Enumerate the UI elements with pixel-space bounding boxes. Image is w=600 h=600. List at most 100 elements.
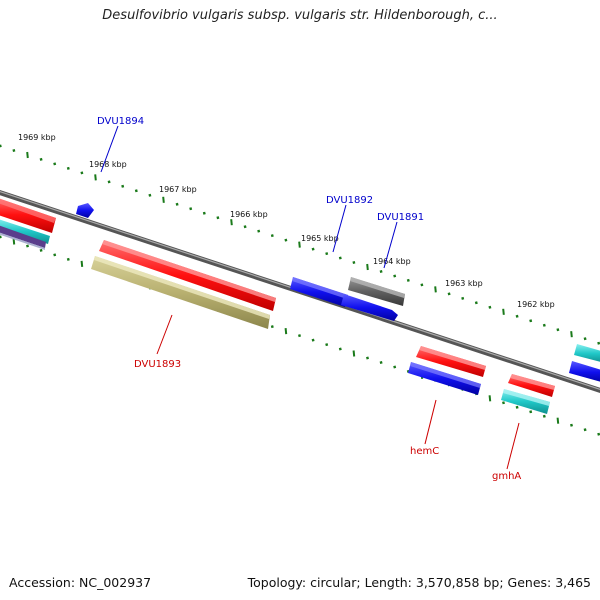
minor-tick	[284, 238, 288, 242]
major-tick	[434, 286, 437, 293]
minor-tick	[121, 184, 125, 188]
minor-tick	[66, 257, 70, 261]
minor-tick	[216, 216, 220, 220]
major-tick	[502, 308, 505, 315]
minor-tick	[461, 296, 465, 300]
genome-summary-label: Topology: circular; Length: 3,570,858 bp…	[247, 575, 591, 590]
minor-tick	[597, 432, 600, 436]
minor-tick	[338, 347, 342, 351]
accession-label: Accession: NC_002937	[9, 575, 152, 590]
minor-tick	[529, 410, 533, 414]
minor-tick	[26, 244, 29, 248]
kbp-label-1968: 1968 kbp	[89, 160, 127, 169]
gene-blue-right[interactable]	[569, 361, 600, 383]
minor-tick	[243, 225, 247, 229]
gene-red-1893[interactable]	[99, 240, 276, 311]
kbp-label-1962: 1962 kbp	[517, 300, 555, 309]
gene-cyan-left[interactable]	[0, 218, 50, 244]
minor-tick	[529, 319, 533, 323]
major-tick	[80, 260, 84, 267]
kbp-label-1966: 1966 kbp	[230, 210, 268, 219]
minor-tick	[189, 207, 193, 211]
minor-tick	[556, 328, 560, 332]
minor-tick	[352, 261, 356, 264]
minor-tick	[270, 234, 274, 238]
major-tick	[284, 328, 288, 335]
gene-label-dvu1893[interactable]: DVU1893	[134, 359, 181, 370]
minor-tick	[12, 149, 16, 152]
major-tick	[298, 241, 301, 248]
minor-tick	[597, 341, 600, 345]
label-leader-lines	[100, 125, 520, 470]
minor-tick	[39, 248, 43, 252]
minor-tick	[393, 274, 397, 278]
minor-tick	[583, 337, 587, 341]
gene-red-hemc[interactable]	[416, 346, 486, 377]
gene-features	[0, 197, 600, 414]
gene-hemc[interactable]	[408, 362, 481, 395]
minor-tick	[393, 365, 397, 369]
gene-label-dvu1894[interactable]: DVU1894	[97, 116, 144, 127]
gene-label-gmha[interactable]: gmhA	[492, 471, 521, 482]
minor-tick	[325, 343, 329, 347]
gene-red-left[interactable]	[0, 197, 56, 233]
minor-tick	[474, 301, 478, 305]
map-title: Desulfovibrio vulgaris subsp. vulgaris s…	[102, 8, 498, 23]
minor-tick	[366, 356, 369, 360]
gene-label-dvu1891[interactable]: DVU1891	[377, 212, 424, 223]
minor-tick	[420, 283, 424, 287]
kbp-label-group: 1969 kbp 1968 kbp 1967 kbp 1966 kbp 1965…	[18, 133, 555, 309]
minor-tick	[311, 247, 315, 251]
major-tick	[162, 196, 165, 203]
minor-tick	[338, 256, 342, 260]
gene-label-hemc[interactable]: hemC	[410, 446, 439, 457]
minor-tick	[53, 162, 57, 166]
major-tick	[366, 263, 369, 271]
kbp-label-1964: 1964 kbp	[373, 257, 411, 266]
major-tick	[570, 331, 573, 338]
kbp-label-1965: 1965 kbp	[301, 234, 339, 243]
minor-tick	[379, 270, 383, 273]
gene-dvu1891[interactable]	[348, 277, 405, 306]
major-tick	[556, 417, 560, 424]
major-tick	[94, 174, 97, 181]
minor-tick	[515, 314, 519, 318]
gene-red-gmha[interactable]	[508, 374, 555, 397]
kbp-label-1963: 1963 kbp	[445, 279, 483, 288]
minor-tick	[53, 253, 57, 257]
gene-cyan-right[interactable]	[574, 344, 600, 363]
minor-tick	[148, 193, 152, 197]
minor-tick	[257, 229, 261, 233]
minor-tick	[66, 166, 70, 170]
minor-tick	[270, 325, 274, 329]
gene-dvu1892[interactable]	[290, 277, 348, 307]
minor-tick	[502, 401, 505, 405]
gene-blue-1891b[interactable]	[341, 294, 398, 321]
minor-tick	[406, 278, 410, 282]
minor-tick	[298, 334, 301, 338]
minor-tick	[542, 323, 546, 327]
major-tick	[352, 350, 356, 357]
minor-tick	[80, 171, 84, 175]
gene-dvu1893[interactable]	[91, 256, 270, 329]
minor-tick	[0, 235, 2, 239]
gene-gmha[interactable]	[501, 389, 550, 414]
minor-tick	[570, 423, 573, 427]
minor-tick	[325, 252, 329, 256]
minor-tick	[379, 361, 383, 364]
major-tick	[230, 219, 233, 226]
major-tick	[26, 151, 29, 159]
minor-tick	[515, 405, 519, 409]
gene-dvu1894[interactable]	[76, 203, 94, 218]
minor-tick	[488, 305, 492, 309]
gene-purple-left[interactable]	[0, 224, 46, 250]
minor-tick	[107, 180, 111, 184]
kbp-label-1967: 1967 kbp	[159, 185, 197, 194]
minor-tick	[39, 157, 43, 161]
major-tick	[12, 238, 16, 245]
minor-tick	[583, 428, 587, 432]
gene-label-dvu1892[interactable]: DVU1892	[326, 195, 373, 206]
minor-tick	[202, 211, 206, 215]
minor-tick	[0, 144, 2, 148]
